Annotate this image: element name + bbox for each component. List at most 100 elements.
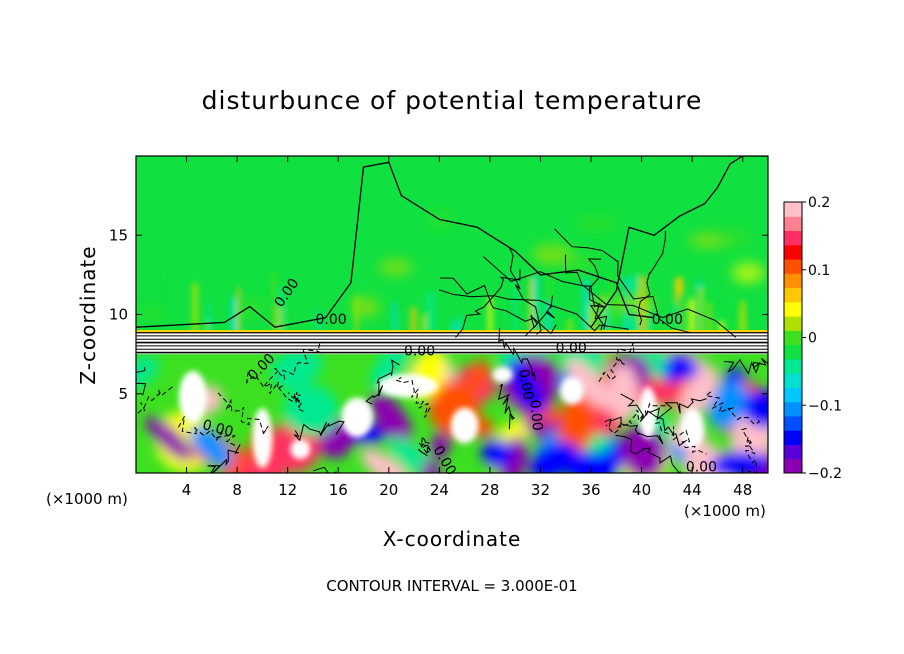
upper-blob xyxy=(731,262,766,284)
contour-label: 0.00 xyxy=(686,459,717,475)
field-blob xyxy=(558,389,595,457)
x-tick-label: 40 xyxy=(632,481,651,499)
contour-lower xyxy=(417,434,432,457)
upper-streak xyxy=(688,299,695,333)
upper-streak xyxy=(600,294,607,333)
upper-streak xyxy=(230,297,238,333)
upper-streak xyxy=(567,319,573,333)
contour-lower xyxy=(245,372,296,403)
colorbar-swatch xyxy=(784,316,802,331)
colorbar-tick-label: −0.1 xyxy=(808,398,842,414)
x-tick-label: 4 xyxy=(182,481,192,499)
field-blob xyxy=(709,451,768,473)
inversion-band xyxy=(136,330,768,355)
field-blob xyxy=(429,433,451,459)
contour-label: 0.00 xyxy=(556,341,587,357)
upper-blob xyxy=(575,217,618,230)
colorbar-swatch xyxy=(784,202,802,217)
contour-upper-wiggle xyxy=(508,246,542,335)
colorbar-swatch xyxy=(784,216,802,232)
field-blob xyxy=(566,358,611,409)
core-blob xyxy=(450,407,479,444)
x-tick-label: 44 xyxy=(683,481,702,499)
colorbar-tick-label: 0.2 xyxy=(808,195,830,211)
contour-lower xyxy=(217,392,269,435)
contour-interval-note: CONTOUR INTERVAL = 3.000E-01 xyxy=(326,577,578,595)
colorbar-swatch xyxy=(784,444,802,460)
upper-streak xyxy=(588,305,594,333)
field-blob xyxy=(283,385,339,437)
upper-streak xyxy=(718,321,725,333)
contour-lower xyxy=(655,421,707,455)
y-axis-label: Z-coordinate xyxy=(76,245,100,385)
contour-lower xyxy=(287,392,304,412)
contour-lines xyxy=(136,156,768,473)
core-blob xyxy=(290,439,311,460)
contour-upper-wiggle xyxy=(438,289,629,332)
upper-streak xyxy=(597,321,604,333)
colorbar-swatch xyxy=(784,415,802,431)
core-blob xyxy=(178,370,207,423)
upper-streak xyxy=(592,297,597,333)
x-unit-label-right: (×1000 m) xyxy=(684,502,766,520)
contour-lower xyxy=(723,358,768,375)
colorbar-swatch xyxy=(784,344,802,360)
upper-streak xyxy=(205,322,210,333)
contour-lower xyxy=(615,434,681,473)
core-blob xyxy=(680,408,705,449)
field-blob xyxy=(529,441,579,473)
lower-layer-field xyxy=(136,352,768,473)
upper-streak xyxy=(674,302,680,333)
x-tick-label: 32 xyxy=(531,481,550,499)
field-blob xyxy=(467,359,490,392)
upper-streak xyxy=(427,292,435,333)
colorbar: 0.2 0.1 0 −0.1 −0.2 xyxy=(783,195,842,482)
lower-blobs xyxy=(136,352,768,473)
upper-blob xyxy=(350,296,381,318)
chart-title: disturbunce of potential temperature xyxy=(201,86,703,115)
contour-lower xyxy=(741,427,758,473)
colorbar-swatch xyxy=(784,230,802,246)
upper-streak xyxy=(270,273,278,333)
upper-streak xyxy=(487,296,493,333)
upper-streak xyxy=(237,287,241,333)
upper-streak xyxy=(739,300,747,333)
contour-lower xyxy=(293,420,345,442)
y-axis: 5 10 15 xyxy=(109,226,768,403)
contour-lower xyxy=(704,391,760,426)
contour-lower xyxy=(620,393,688,447)
upper-streak xyxy=(677,294,684,333)
colorbar-swatch xyxy=(784,387,802,403)
colorbar-swatch xyxy=(784,287,802,303)
contour-upper-wiggle xyxy=(587,258,605,331)
field-blob xyxy=(620,424,666,473)
contour-label: 0.00 xyxy=(526,399,545,431)
colorbar-swatch xyxy=(784,273,802,289)
upper-streak xyxy=(544,300,552,333)
x-axis-label: X-coordinate xyxy=(382,527,522,551)
contour-lower xyxy=(649,398,707,421)
upper-streak xyxy=(513,274,517,333)
field-blob xyxy=(370,392,413,445)
upper-streak xyxy=(636,310,643,333)
contour-label: 0.00 xyxy=(515,368,536,401)
upper-streak xyxy=(207,316,212,333)
field-blob xyxy=(190,425,233,468)
core-blob xyxy=(560,376,585,405)
contour-zero-upper2 xyxy=(590,156,768,328)
contour-lower xyxy=(497,383,515,430)
upper-streak xyxy=(502,304,508,333)
saturated-cores xyxy=(178,366,705,469)
x-tick-label: 36 xyxy=(581,481,600,499)
upper-streak xyxy=(531,275,540,333)
colorbar-swatch xyxy=(784,358,802,374)
colorbar-swatch xyxy=(784,301,802,317)
upper-streak xyxy=(582,276,586,333)
upper-streak xyxy=(585,277,590,333)
core-blob xyxy=(252,408,273,469)
upper-streak xyxy=(528,278,533,333)
y-tick-label: 10 xyxy=(109,306,128,324)
x-tick-label: 8 xyxy=(232,481,242,499)
contour-lower xyxy=(394,377,431,418)
